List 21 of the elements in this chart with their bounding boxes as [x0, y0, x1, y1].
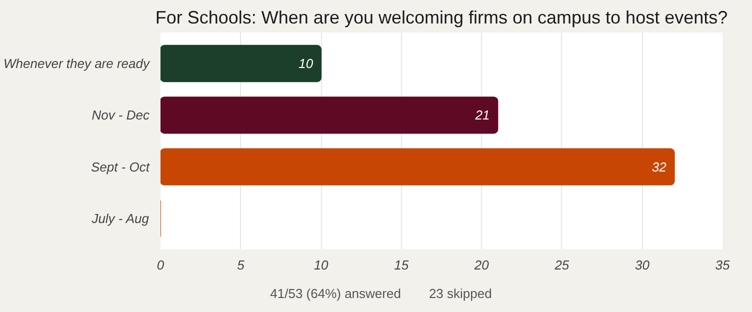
y-tick-label: Sept - Oct	[90, 159, 151, 174]
y-tick-label: Whenever they are ready	[4, 56, 151, 71]
y-tick-label: July - Aug	[90, 211, 150, 226]
bar	[160, 96, 498, 134]
x-tick-label: 30	[634, 258, 650, 272]
bar	[160, 44, 322, 82]
data-label: 10	[298, 56, 314, 71]
chart-title: For Schools: When are you welcoming firms on campus to host events?	[155, 8, 728, 28]
y-tick-label: Nov - Dec	[92, 108, 150, 123]
x-tick-label: 25	[554, 258, 570, 272]
data-label: 32	[652, 159, 668, 174]
x-tick-label: 15	[394, 258, 410, 272]
text: 41/53 (64%) answered	[270, 286, 401, 301]
x-tick-label: 35	[715, 258, 730, 272]
bar	[160, 148, 675, 186]
x-tick-label: 0	[156, 258, 165, 272]
data-label: 21	[474, 108, 490, 123]
text: 23 skipped	[428, 286, 492, 301]
x-tick-label: 5	[237, 258, 246, 272]
x-tick-label: 10	[314, 258, 330, 272]
x-tick-label: 20	[473, 258, 490, 272]
